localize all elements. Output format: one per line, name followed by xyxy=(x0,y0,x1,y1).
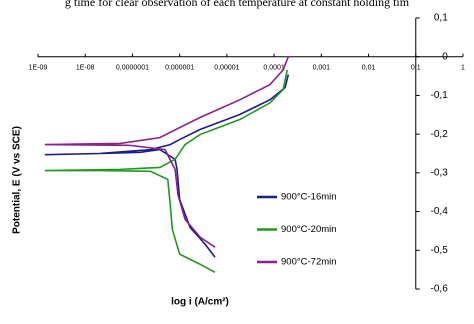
x-tick-label: 1 xyxy=(461,65,465,72)
y-tick-label: 0 xyxy=(442,51,448,62)
y-tick-label: -0,5 xyxy=(431,245,449,256)
x-tick-label: 0,1 xyxy=(411,65,421,72)
series-line xyxy=(44,74,290,258)
x-tick-label: 1E-09 xyxy=(29,65,48,72)
x-axis-title: log i (A/cm²) xyxy=(171,297,229,308)
y-tick-label: -0,3 xyxy=(431,167,449,178)
x-tick-label: 0,001 xyxy=(313,65,331,72)
y-tick-label: -0,6 xyxy=(431,284,449,295)
x-tick-label: 0,000001 xyxy=(165,65,194,72)
legend-label: 900°C-72min xyxy=(281,257,337,268)
series-line xyxy=(44,69,289,274)
y-tick-label: -0,1 xyxy=(431,90,449,101)
y-tick-label: -0,4 xyxy=(431,206,449,217)
series-line xyxy=(44,56,290,248)
x-tick-label: 0,00001 xyxy=(214,65,239,72)
x-tick-label: 0,0000001 xyxy=(116,65,149,72)
x-tick-label: 0,01 xyxy=(362,65,376,72)
caption: g time for clear observation of each tem… xyxy=(65,0,410,9)
x-tick-label: 1E-08 xyxy=(76,65,95,72)
legend-label: 900°C-16min xyxy=(281,192,337,203)
y-tick-label: 0,1 xyxy=(434,13,448,24)
x-tick-label: 0,0001 xyxy=(263,65,285,72)
y-axis-title: Potential, E (V vs SCE) xyxy=(12,126,23,234)
legend-label: 900°C-20min xyxy=(281,224,337,235)
y-tick-label: -0,2 xyxy=(431,129,449,140)
